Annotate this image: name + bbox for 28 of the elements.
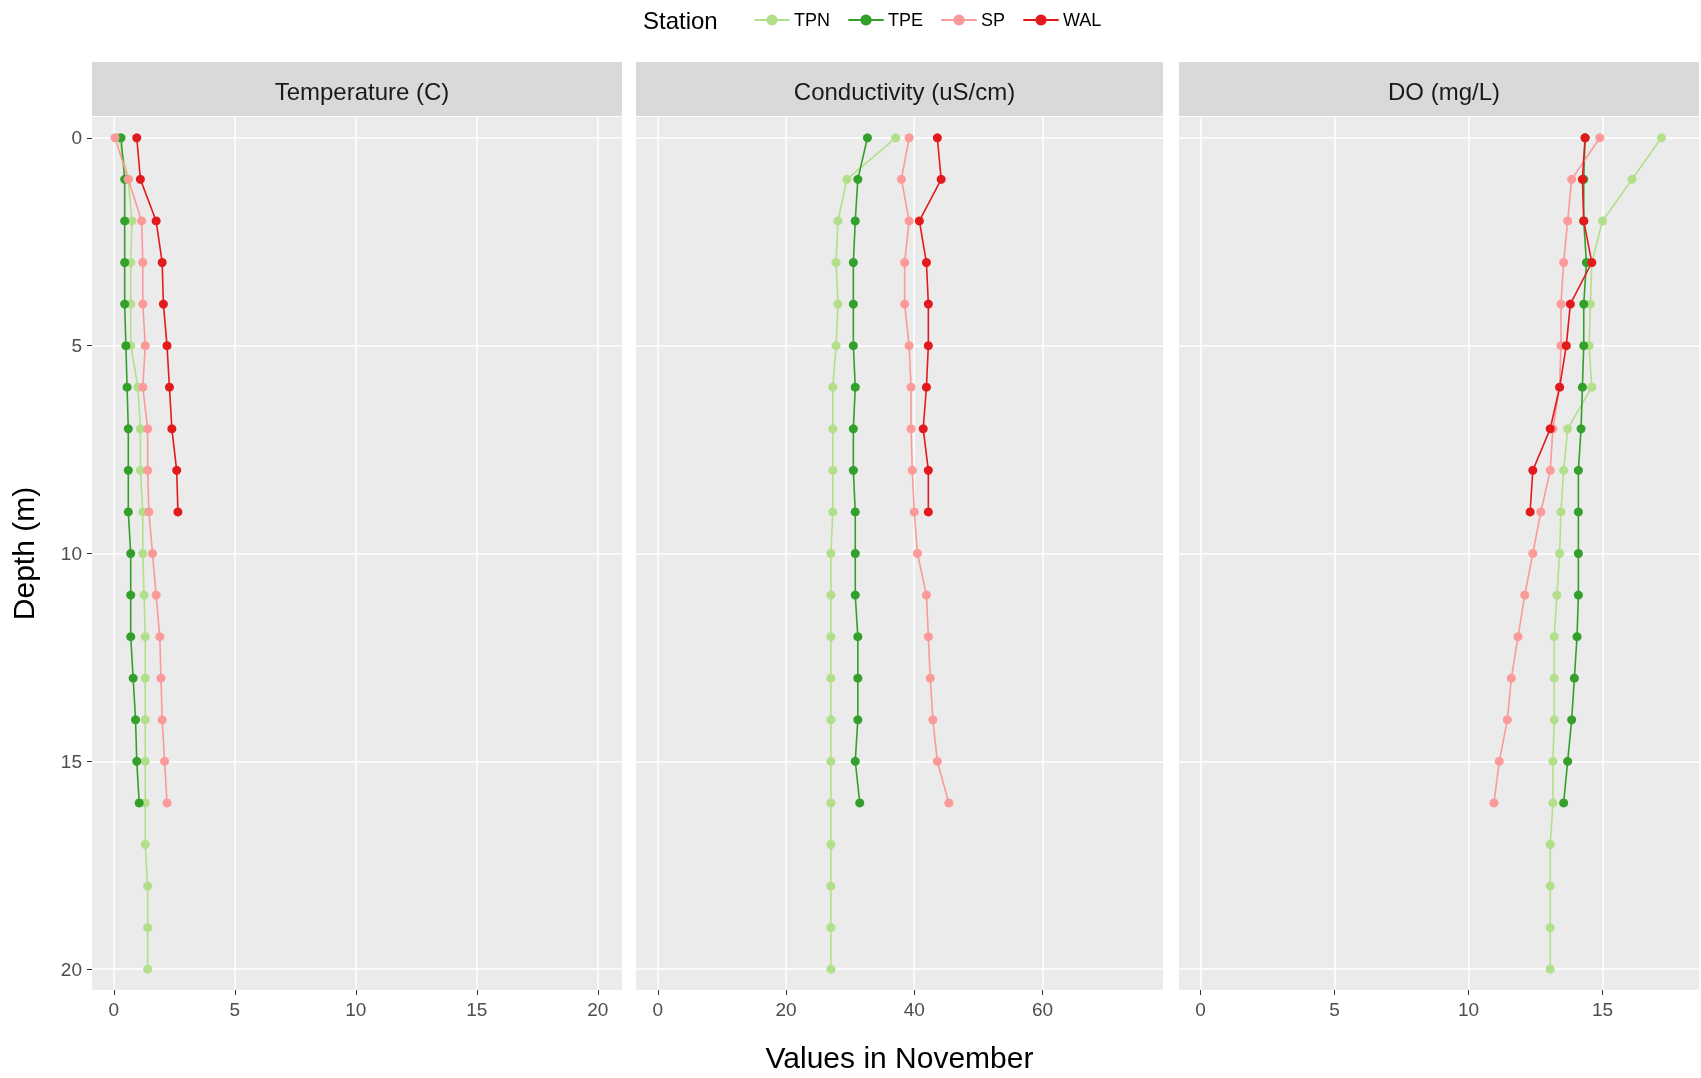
- x-tick-label: 20: [587, 999, 609, 1020]
- chart-title: DO (mg/L): [1387, 77, 1501, 105]
- x-tick-label: 15: [466, 999, 488, 1020]
- y-tick-label: 0: [71, 127, 82, 149]
- y-axis-title: Depth (m): [6, 486, 40, 621]
- x-tick-label: 40: [903, 999, 925, 1020]
- legend-label: SP: [981, 10, 1006, 30]
- x-tick-label: 10: [1457, 999, 1480, 1020]
- x-tick-label: 5: [229, 999, 241, 1020]
- x-tick-label: 15: [1591, 999, 1614, 1020]
- y-tick-label: 5: [71, 335, 82, 357]
- x-tick-label: 0: [652, 999, 664, 1020]
- legend-label: TPE: [888, 10, 924, 30]
- chart-title: Conductivity (uS/cm): [793, 77, 1016, 105]
- y-tick-label: 10: [60, 543, 82, 564]
- x-tick-label: 5: [1329, 999, 1340, 1020]
- x-tick-label: 20: [775, 999, 797, 1020]
- legend-title: Station: [643, 6, 718, 34]
- y-tick-label: 15: [60, 750, 82, 772]
- y-tick-label: 20: [60, 958, 82, 980]
- x-axis-title: Values in November: [765, 1040, 1034, 1074]
- legend-label: WAL: [1063, 10, 1102, 30]
- chart-title: Temperature (C): [274, 77, 450, 105]
- legend-label: TPN: [794, 10, 830, 30]
- x-tick-label: 60: [1031, 999, 1054, 1020]
- x-tick-label: 0: [1195, 999, 1206, 1020]
- x-tick-label: 10: [345, 999, 367, 1020]
- x-tick-label: 0: [108, 999, 120, 1020]
